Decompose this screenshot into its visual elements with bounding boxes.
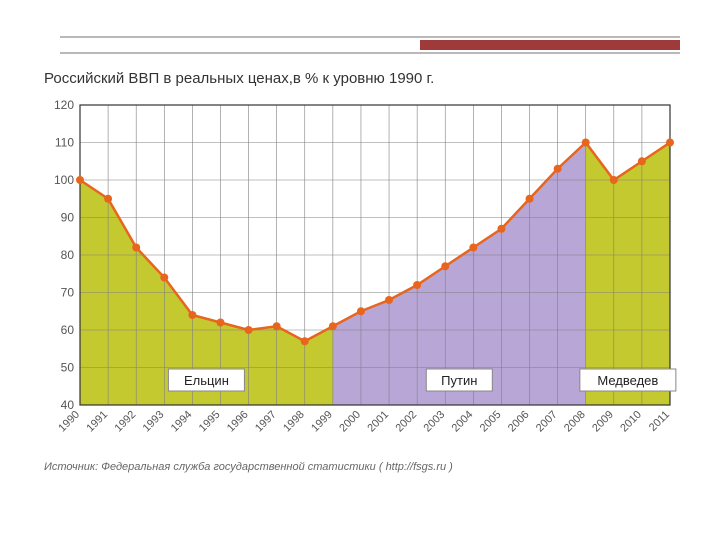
x-tick-label: 2008 <box>562 409 588 435</box>
data-point <box>76 176 84 184</box>
gdp-chart: Российский ВВП в реальных ценах,в % к ур… <box>40 70 680 480</box>
data-point <box>104 195 112 203</box>
x-tick-label: 1991 <box>84 409 110 435</box>
data-point <box>132 244 140 252</box>
x-tick-label: 2010 <box>618 409 644 435</box>
data-point <box>526 195 534 203</box>
y-tick-label: 70 <box>61 286 75 300</box>
data-point <box>216 319 224 327</box>
x-tick-label: 2005 <box>478 409 504 435</box>
y-tick-label: 50 <box>61 361 75 375</box>
x-tick-label: 2009 <box>590 409 616 435</box>
x-tick-label: 1998 <box>281 409 307 435</box>
x-tick-label: 2011 <box>647 409 672 434</box>
period-label: Медведев <box>597 373 658 388</box>
data-point <box>385 296 393 304</box>
x-tick-label: 2001 <box>365 409 391 435</box>
data-point <box>329 322 337 330</box>
data-point <box>357 307 365 315</box>
y-tick-label: 60 <box>61 323 75 337</box>
data-point <box>160 274 168 282</box>
chart-title: Российский ВВП в реальных ценах,в % к ур… <box>44 70 680 87</box>
y-tick-label: 80 <box>61 248 75 262</box>
data-point <box>638 157 646 165</box>
data-point <box>582 139 590 147</box>
data-point <box>188 311 196 319</box>
x-tick-label: 2006 <box>506 409 532 435</box>
y-tick-label: 120 <box>54 98 74 112</box>
data-point <box>301 337 309 345</box>
plot-area: 4050607080901001101201990199119921993199… <box>40 95 680 455</box>
chart-source: Источник: Федеральная служба государстве… <box>44 461 680 473</box>
period-label: Ельцин <box>184 373 229 388</box>
data-point <box>469 244 477 252</box>
period-fill <box>586 143 670 406</box>
data-point <box>413 281 421 289</box>
data-point <box>610 176 618 184</box>
x-tick-label: 2004 <box>450 409 476 435</box>
data-point <box>273 322 281 330</box>
x-tick-label: 2003 <box>422 409 448 435</box>
x-tick-label: 1994 <box>169 409 195 435</box>
x-tick-label: 2007 <box>534 409 560 435</box>
y-tick-label: 100 <box>54 173 74 187</box>
data-point <box>554 165 562 173</box>
y-tick-label: 90 <box>61 211 75 225</box>
x-tick-label: 1997 <box>253 409 279 435</box>
data-point <box>245 326 253 334</box>
x-tick-label: 1993 <box>141 409 167 435</box>
x-tick-label: 1999 <box>309 409 335 435</box>
data-point <box>497 225 505 233</box>
x-tick-label: 1992 <box>113 409 139 435</box>
x-tick-label: 1990 <box>56 409 82 435</box>
y-tick-label: 110 <box>55 136 74 150</box>
period-label: Путин <box>441 373 477 388</box>
x-tick-label: 2002 <box>393 409 419 435</box>
x-tick-label: 1996 <box>225 409 251 435</box>
x-tick-label: 1995 <box>197 409 223 435</box>
data-point <box>666 139 674 147</box>
period-fill <box>333 143 586 406</box>
data-point <box>441 262 449 270</box>
x-tick-label: 2000 <box>337 409 363 435</box>
